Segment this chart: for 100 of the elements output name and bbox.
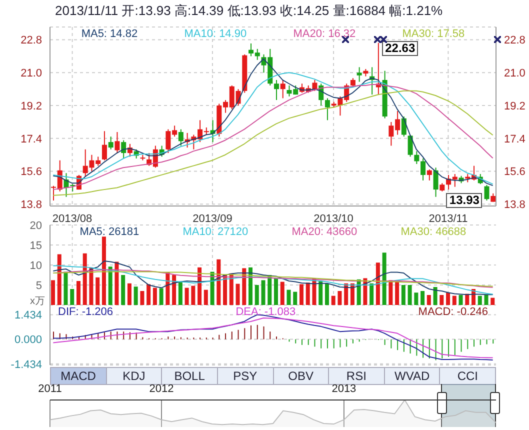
bar bbox=[82, 253, 87, 305]
series-label: DEA: -1.083 bbox=[236, 306, 296, 318]
bar bbox=[178, 282, 182, 305]
bar bbox=[395, 280, 400, 305]
bar bbox=[478, 296, 482, 305]
bar bbox=[484, 295, 488, 305]
bar bbox=[102, 236, 106, 305]
bar bbox=[344, 283, 348, 305]
y-tick-label: 21.0 bbox=[20, 68, 42, 80]
y-tick-label: 22.8 bbox=[20, 34, 42, 47]
text: MA20: 43660 bbox=[292, 226, 358, 238]
bar bbox=[108, 266, 112, 305]
y-tick-label: 17.4 bbox=[20, 133, 42, 146]
text: RSI bbox=[328, 368, 384, 384]
bar bbox=[140, 291, 144, 305]
bar bbox=[242, 268, 246, 305]
candlestick bbox=[114, 132, 120, 154]
candlestick bbox=[426, 168, 432, 181]
x-tick-label: 2012 bbox=[149, 383, 174, 395]
candlestick bbox=[356, 66, 362, 82]
text: WVAD bbox=[384, 368, 440, 384]
bar bbox=[159, 288, 164, 305]
x-tick-label: 2013/10 bbox=[314, 212, 354, 225]
candlestick bbox=[420, 158, 426, 181]
y-tick-label: 20 bbox=[30, 220, 42, 232]
bar bbox=[388, 280, 393, 305]
y-tick-label: 1.434 bbox=[14, 310, 42, 322]
bar bbox=[223, 275, 228, 305]
x-tick-label: 2013/08 bbox=[52, 212, 92, 225]
text: OBV bbox=[272, 368, 328, 384]
y-tick-label: 10 bbox=[30, 260, 42, 272]
bar bbox=[401, 285, 406, 305]
bar bbox=[299, 284, 304, 305]
candlestick bbox=[274, 79, 279, 101]
y2-tick-label: 13.8 bbox=[504, 199, 526, 212]
bar bbox=[268, 275, 272, 305]
text: MA30: 46688 bbox=[400, 226, 466, 238]
y-axis-title: x万 bbox=[30, 295, 45, 308]
bar bbox=[204, 290, 208, 305]
candlestick bbox=[401, 116, 406, 138]
bar bbox=[51, 280, 55, 305]
text: CCI bbox=[439, 368, 495, 384]
x-tick-label: 2013/09 bbox=[192, 212, 232, 225]
bar bbox=[458, 295, 463, 305]
x-tick-label: 2011 bbox=[38, 383, 62, 395]
text: MA10: 14.90 bbox=[184, 28, 247, 40]
bar bbox=[64, 272, 68, 305]
bar bbox=[236, 284, 240, 305]
text: MACD bbox=[51, 368, 106, 384]
bar bbox=[134, 286, 138, 305]
bar bbox=[274, 278, 278, 305]
bar bbox=[216, 259, 221, 305]
chart-title: 2013/11/11 开:13.93 高:14.39 低:13.93 收:14.25 量:16884 幅:1.21% bbox=[55, 2, 443, 20]
bar bbox=[318, 281, 323, 305]
candlestick bbox=[484, 184, 490, 202]
x-tick-label: 2013/11 bbox=[428, 212, 468, 225]
bar bbox=[184, 288, 189, 305]
y2-tick-label: 22.8 bbox=[504, 34, 526, 47]
bar bbox=[76, 281, 80, 305]
text: MA10: 27120 bbox=[182, 226, 248, 238]
y-tick-label: 5 bbox=[36, 280, 42, 292]
bar bbox=[96, 277, 100, 305]
annotation: 22.63 bbox=[382, 40, 418, 56]
x-tick-label: 2013 bbox=[332, 383, 356, 395]
bar bbox=[331, 296, 336, 305]
text: PSY bbox=[216, 368, 272, 384]
bar bbox=[324, 283, 329, 305]
candlestick bbox=[324, 98, 330, 121]
y2-tick-label: 19.2 bbox=[504, 100, 526, 112]
bar bbox=[426, 295, 431, 305]
candlestick bbox=[121, 140, 126, 160]
text: KDJ bbox=[106, 368, 162, 384]
bar bbox=[306, 282, 310, 305]
candlestick bbox=[433, 167, 438, 198]
bar bbox=[440, 295, 444, 305]
text: MA5: 26181 bbox=[80, 226, 140, 238]
bar bbox=[286, 290, 291, 305]
text: MA30: 17.58 bbox=[402, 28, 465, 40]
series-label: MACD: -0.246 bbox=[418, 306, 488, 318]
bar bbox=[420, 291, 425, 305]
y-tick-label: 15 bbox=[30, 240, 42, 252]
bar bbox=[280, 282, 284, 305]
bar bbox=[408, 285, 412, 305]
bar bbox=[152, 288, 157, 305]
y2-tick-label: 17.4 bbox=[504, 133, 526, 146]
bar bbox=[261, 280, 266, 305]
bar bbox=[254, 285, 259, 305]
candlestick bbox=[414, 150, 420, 164]
bar bbox=[114, 262, 119, 305]
bar bbox=[490, 298, 495, 305]
candlestick bbox=[280, 79, 286, 99]
bar bbox=[248, 267, 253, 305]
bar bbox=[172, 275, 176, 305]
candlestick bbox=[178, 128, 184, 146]
bar bbox=[127, 283, 132, 305]
y-tick-label: 19.2 bbox=[20, 100, 42, 112]
bar bbox=[146, 284, 151, 305]
y-tick-label: 13.8 bbox=[20, 199, 42, 212]
candlestick bbox=[108, 136, 114, 150]
bar bbox=[382, 252, 386, 305]
